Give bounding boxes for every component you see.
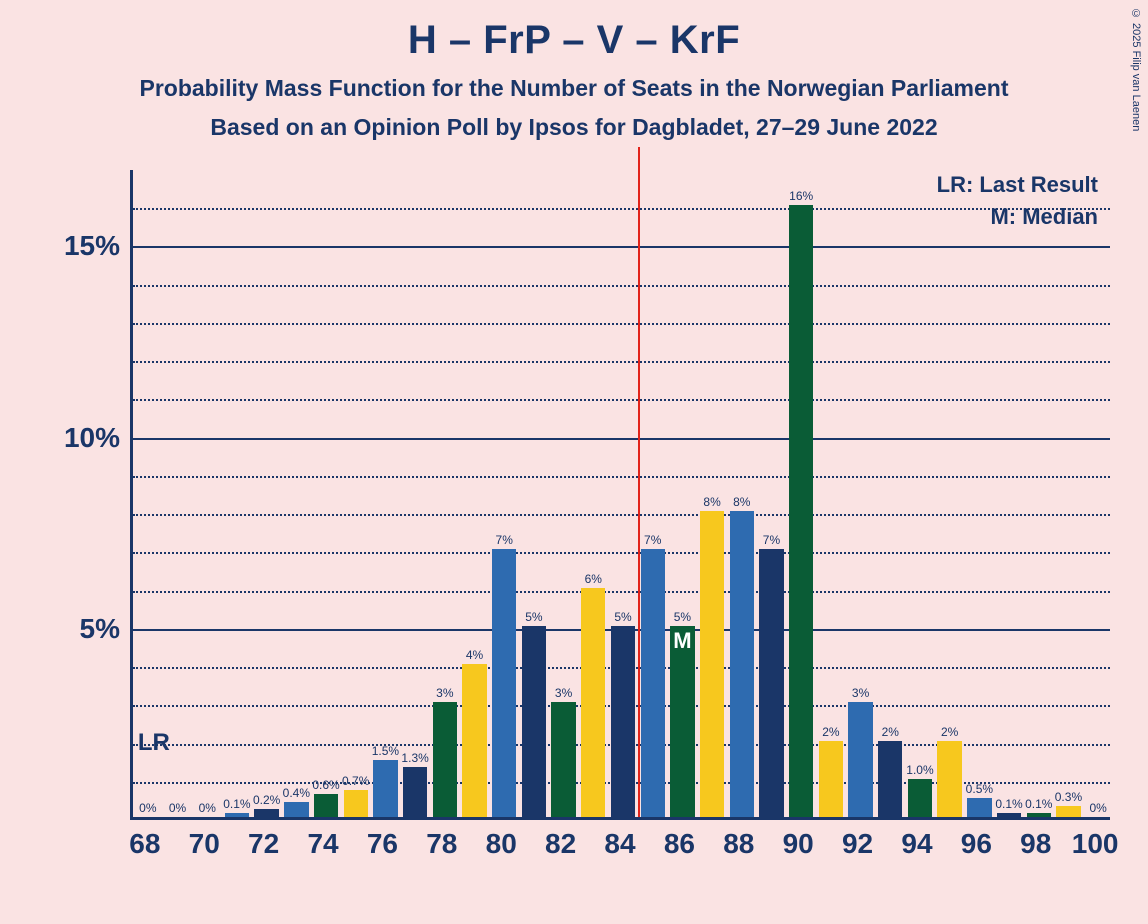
bar-value-label: 3% <box>852 686 869 700</box>
bar-value-label: 0.1% <box>223 797 250 811</box>
bar: 7% <box>759 549 783 817</box>
bar-value-label: 7% <box>763 533 780 547</box>
bar: 0.1% <box>997 813 1021 817</box>
bar: 3% <box>433 702 457 817</box>
bar: 5% <box>522 626 546 817</box>
bar-value-label: 0.7% <box>342 774 369 788</box>
bar: 8% <box>730 511 754 817</box>
bar-value-label: 0.1% <box>995 797 1022 811</box>
x-tick-label: 96 <box>961 828 992 860</box>
bar-value-label: 0% <box>139 801 156 815</box>
bar-value-label: 0.3% <box>1055 790 1082 804</box>
bar: 4% <box>462 664 486 817</box>
bar: 8% <box>700 511 724 817</box>
chart-subtitle-2: Based on an Opinion Poll by Ipsos for Da… <box>0 114 1148 141</box>
bar-value-label: 1.3% <box>401 751 428 765</box>
x-tick-label: 74 <box>307 828 338 860</box>
bar: 7% <box>492 549 516 817</box>
bar-value-label: 0.1% <box>1025 797 1052 811</box>
bar-value-label: 0.4% <box>283 786 310 800</box>
bar-value-label: 6% <box>585 572 602 586</box>
bar-value-label: 5% <box>674 610 691 624</box>
x-tick-label: 82 <box>545 828 576 860</box>
bar-value-label: 5% <box>525 610 542 624</box>
title-block: H – FrP – V – KrF Probability Mass Funct… <box>0 0 1148 141</box>
bar: 2% <box>819 741 843 817</box>
bar: 1.3% <box>403 767 427 817</box>
bar-value-label: 1.0% <box>906 763 933 777</box>
x-tick-label: 94 <box>901 828 932 860</box>
bar: 2% <box>878 741 902 817</box>
chart-subtitle-1: Probability Mass Function for the Number… <box>0 75 1148 102</box>
x-tick-label: 98 <box>1020 828 1051 860</box>
bar: 1.5% <box>373 760 397 817</box>
bar: 0.4% <box>284 802 308 817</box>
bar: 0.1% <box>225 813 249 817</box>
x-tick-label: 76 <box>367 828 398 860</box>
bar: 0.5% <box>967 798 991 817</box>
bar-value-label: 16% <box>789 189 813 203</box>
y-tick-label: 15% <box>50 230 120 262</box>
bar-value-label: 0% <box>199 801 216 815</box>
x-tick-label: 86 <box>664 828 695 860</box>
bar: 0.2% <box>254 809 278 817</box>
x-tick-label: 84 <box>604 828 635 860</box>
x-tick-label: 80 <box>486 828 517 860</box>
x-tick-label: 70 <box>189 828 220 860</box>
bar-value-label: 1.5% <box>372 744 399 758</box>
copyright-text: © 2025 Filip van Laenen <box>1130 8 1142 131</box>
bar: 1.0% <box>908 779 932 817</box>
bar-value-label: 2% <box>822 725 839 739</box>
bar: 0.1% <box>1027 813 1051 817</box>
bar: 0.7% <box>344 790 368 817</box>
bar-value-label: 8% <box>703 495 720 509</box>
bar-value-label: 8% <box>733 495 750 509</box>
bar-value-label: 7% <box>496 533 513 547</box>
x-tick-label: 72 <box>248 828 279 860</box>
bar-value-label: 0.5% <box>966 782 993 796</box>
lr-marker: LR <box>138 729 170 757</box>
bar: 5% <box>670 626 694 817</box>
bar: 0.3% <box>1056 806 1080 817</box>
bar-value-label: 2% <box>882 725 899 739</box>
bar-value-label: 0% <box>169 801 186 815</box>
bar: 7% <box>641 549 665 817</box>
bar-value-label: 3% <box>436 686 453 700</box>
bar: 16% <box>789 205 813 817</box>
bar-value-label: 0.2% <box>253 793 280 807</box>
median-line <box>638 147 640 817</box>
chart-container: LR: Last Result M: Median 0%0%0%0.1%0.2%… <box>50 170 1120 890</box>
bar-value-label: 7% <box>644 533 661 547</box>
x-tick-label: 100 <box>1072 828 1119 860</box>
x-tick-label: 90 <box>783 828 814 860</box>
bar: 5% <box>611 626 635 817</box>
y-tick-label: 10% <box>50 422 120 454</box>
plot-area: LR: Last Result M: Median 0%0%0%0.1%0.2%… <box>130 170 1110 820</box>
bar-value-label: 0% <box>1089 801 1106 815</box>
bar: 2% <box>937 741 961 817</box>
chart-title: H – FrP – V – KrF <box>0 18 1148 63</box>
bars-group: 0%0%0%0.1%0.2%0.4%0.6%0.7%1.5%1.3%3%4%7%… <box>133 170 1110 817</box>
bar-value-label: 3% <box>555 686 572 700</box>
bar: 6% <box>581 588 605 817</box>
bar-value-label: 4% <box>466 648 483 662</box>
bar-value-label: 2% <box>941 725 958 739</box>
x-tick-label: 78 <box>426 828 457 860</box>
x-tick-label: 92 <box>842 828 873 860</box>
bar-value-label: 5% <box>614 610 631 624</box>
y-tick-label: 5% <box>50 613 120 645</box>
bar-value-label: 0.6% <box>312 778 339 792</box>
median-marker: M <box>673 628 691 654</box>
x-tick-label: 68 <box>129 828 160 860</box>
bar: 0.6% <box>314 794 338 817</box>
x-tick-label: 88 <box>723 828 754 860</box>
bar: 3% <box>551 702 575 817</box>
bar: 3% <box>848 702 872 817</box>
